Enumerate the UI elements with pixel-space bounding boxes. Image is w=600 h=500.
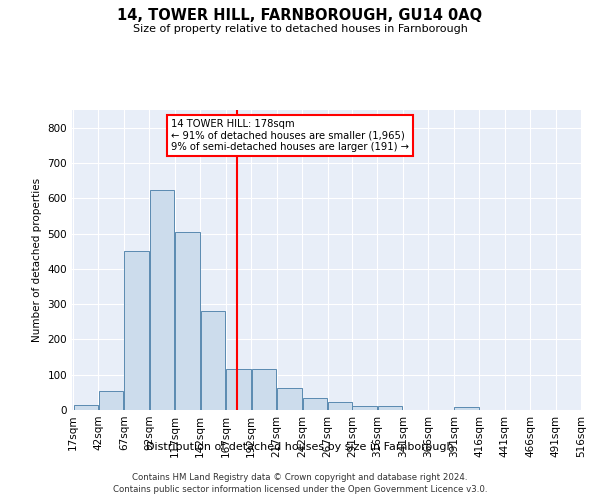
Text: 14 TOWER HILL: 178sqm
← 91% of detached houses are smaller (1,965)
9% of semi-de: 14 TOWER HILL: 178sqm ← 91% of detached … (172, 119, 409, 152)
Bar (302, 398, 327, 410)
Text: Size of property relative to detached houses in Farnborough: Size of property relative to detached ho… (133, 24, 467, 34)
Bar (99, 390, 124, 410)
Bar (251, 369, 276, 410)
Bar (454, 407, 479, 410)
Bar (352, 406, 377, 410)
Y-axis label: Number of detached properties: Number of detached properties (32, 178, 42, 342)
Text: Contains public sector information licensed under the Open Government Licence v3: Contains public sector information licen… (113, 485, 487, 494)
Bar (277, 388, 302, 410)
Text: Contains HM Land Registry data © Crown copyright and database right 2024.: Contains HM Land Registry data © Crown c… (132, 472, 468, 482)
Bar (175, 232, 200, 410)
Text: Distribution of detached houses by size in Farnborough: Distribution of detached houses by size … (146, 442, 454, 452)
Text: 14, TOWER HILL, FARNBOROUGH, GU14 0AQ: 14, TOWER HILL, FARNBOROUGH, GU14 0AQ (118, 8, 482, 22)
Bar (378, 406, 403, 410)
Bar (150, 190, 175, 410)
Bar (226, 368, 251, 410)
Bar (74, 406, 98, 410)
Bar (201, 311, 225, 410)
Bar (328, 402, 352, 410)
Bar (124, 251, 149, 410)
